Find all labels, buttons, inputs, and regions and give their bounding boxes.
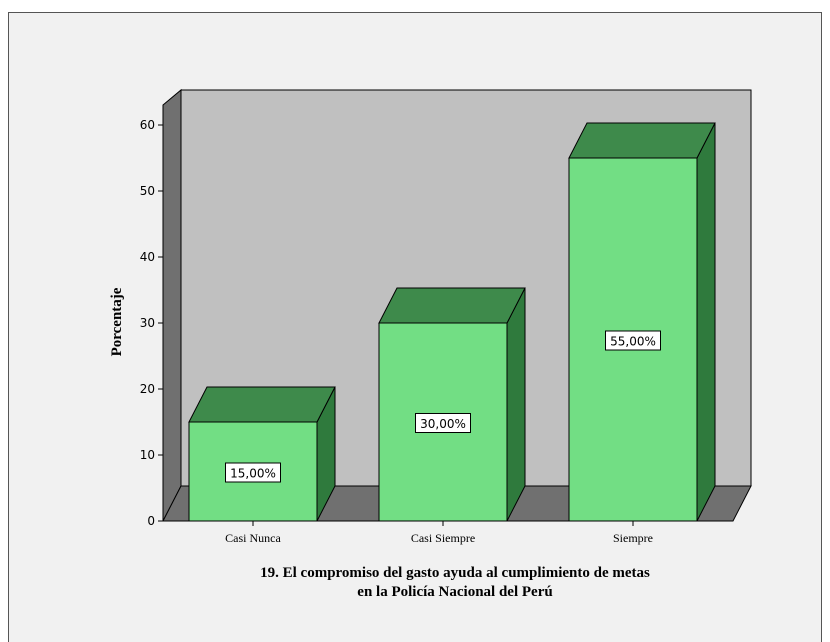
y-tick-label: 30 (140, 316, 155, 330)
y-axis-title: Porcentaje (109, 287, 125, 356)
data-label-box (225, 462, 281, 483)
bar (568, 122, 716, 522)
bar-top (188, 386, 336, 423)
data-label: 30,00% (420, 417, 466, 431)
data-label: 15,00% (230, 467, 276, 481)
side-wall (162, 88, 182, 522)
data-label-box (605, 330, 661, 351)
x-tick-label: Casi Siempre (411, 531, 475, 545)
y-tick-label: 10 (140, 448, 155, 462)
bar-side (696, 122, 716, 522)
y-tick-label: 40 (140, 250, 155, 264)
bar-top (568, 122, 716, 159)
bar (188, 386, 336, 522)
x-axis-title-line-2: en la Policía Nacional del Perú (357, 584, 552, 600)
y-tick-label: 60 (140, 118, 155, 132)
bar-side (506, 287, 526, 522)
x-tick-label: Casi Nunca (225, 531, 281, 545)
data-label: 55,00% (610, 335, 656, 349)
x-tick-label: Siempre (613, 531, 653, 545)
data-label-box (415, 413, 471, 433)
bar-top (378, 287, 526, 324)
y-tick-label: 50 (140, 184, 155, 198)
y-tick-label: 0 (147, 514, 155, 528)
y-tick-label: 20 (140, 382, 155, 396)
x-axis-title-line-1: 19. El compromiso del gasto ayuda al cum… (260, 565, 650, 581)
bar (378, 287, 526, 522)
